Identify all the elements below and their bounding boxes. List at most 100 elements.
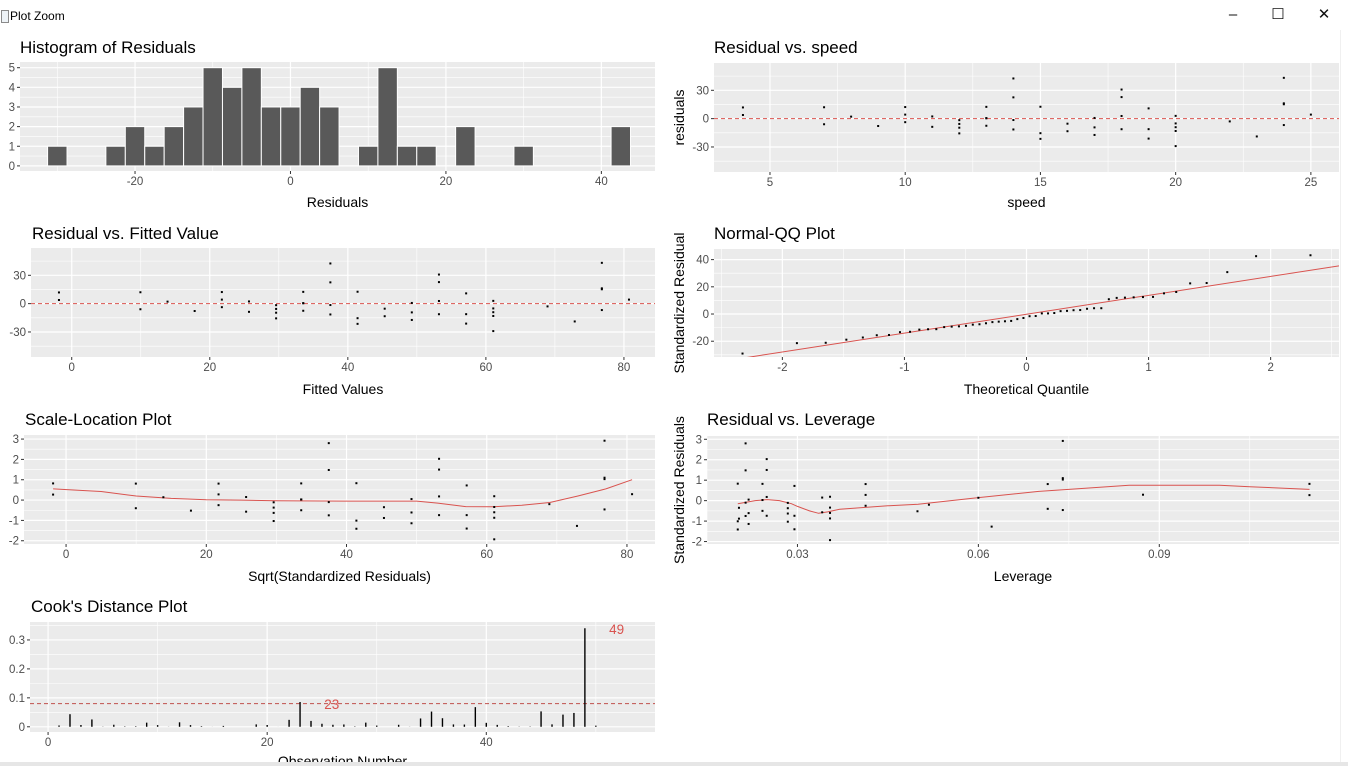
data-point: [302, 309, 305, 312]
data-point: [927, 328, 930, 331]
histogram-bar: [144, 145, 165, 167]
y-axis-title: Standardized Residual: [671, 233, 687, 374]
x-tick-label: -20: [127, 176, 144, 188]
data-point: [829, 506, 832, 509]
data-point: [864, 493, 867, 496]
x-tick-label: 2: [1267, 362, 1273, 374]
horizontal-scrollbar[interactable]: [0, 762, 1348, 766]
window-titlebar: Plot Zoom – ☐ ✕: [0, 0, 1348, 30]
data-point: [410, 311, 413, 314]
data-point: [382, 506, 385, 509]
data-point: [410, 511, 413, 514]
data-point: [829, 539, 832, 542]
data-point: [603, 439, 606, 442]
data-point: [845, 338, 848, 341]
data-point: [821, 496, 824, 499]
data-point: [1162, 292, 1165, 295]
data-point: [1123, 296, 1126, 299]
x-axis-title: Theoretical Quantile: [964, 381, 1090, 397]
data-point: [985, 105, 988, 108]
data-point: [1039, 105, 1042, 108]
data-point: [795, 342, 798, 345]
data-point: [1093, 133, 1096, 136]
data-point: [1016, 318, 1019, 321]
histogram-bar: [319, 106, 340, 167]
data-point: [329, 313, 332, 316]
data-point: [575, 524, 578, 527]
data-point: [465, 484, 468, 487]
data-point: [465, 292, 468, 295]
plot-marks: [714, 76, 1339, 148]
data-point: [1039, 137, 1042, 140]
maximize-button[interactable]: ☐: [1271, 6, 1285, 23]
data-point: [1022, 317, 1025, 320]
plot-marks: [30, 628, 655, 727]
histogram-bar: [47, 145, 68, 167]
data-point: [904, 113, 907, 116]
data-point: [193, 310, 196, 313]
data-point: [747, 522, 750, 525]
data-point: [1100, 307, 1103, 310]
data-point: [134, 507, 137, 510]
data-point: [355, 519, 358, 522]
data-point: [737, 506, 740, 509]
data-point: [410, 318, 413, 321]
data-point: [275, 307, 278, 310]
x-tick-label: 15: [1034, 177, 1047, 189]
data-point: [1053, 312, 1056, 315]
data-point: [465, 514, 468, 517]
data-point: [958, 119, 961, 122]
chart-title: Normal-QQ Plot: [714, 224, 835, 243]
data-point: [465, 313, 468, 316]
plot-marks: [31, 261, 655, 333]
smooth-curve: [53, 479, 633, 508]
data-point: [1174, 129, 1177, 132]
data-point: [247, 300, 250, 303]
window-border: [1340, 30, 1341, 762]
y-tick-label: 0.2: [9, 664, 25, 676]
data-point: [492, 330, 495, 333]
data-point: [1003, 320, 1006, 323]
chart-title: Histogram of Residuals: [20, 38, 196, 57]
data-point: [765, 468, 768, 471]
data-point: [997, 320, 1000, 323]
y-tick-label: 0: [696, 496, 702, 508]
close-button[interactable]: ✕: [1317, 6, 1331, 23]
data-point: [824, 341, 827, 344]
data-point: [964, 324, 967, 327]
data-point: [217, 504, 220, 507]
x-axis-title: Leverage: [994, 568, 1053, 584]
data-point: [958, 122, 961, 125]
y-tick-label: -2: [9, 536, 19, 548]
data-point: [272, 501, 275, 504]
histogram-bar: [105, 145, 126, 167]
normal-qq-chart: -2 -1 0 1 2 -20 0 20 40 Normal-QQ Plot Theoretical…: [671, 224, 1339, 397]
x-tick-label: 0: [63, 549, 69, 561]
data-point: [1061, 477, 1064, 480]
data-point: [1255, 135, 1258, 138]
x-tick-label: 80: [621, 549, 634, 561]
y-tick-label: 0.3: [9, 635, 25, 647]
data-point: [761, 499, 764, 502]
data-point: [327, 442, 330, 445]
data-point: [793, 484, 796, 487]
histogram-bar: [183, 106, 204, 167]
data-point: [1152, 295, 1155, 298]
y-tick-label: 5: [9, 63, 15, 75]
x-tick-label: 1: [1145, 362, 1151, 374]
residual-vs-leverage-chart: 0.03 0.06 0.09 -2 -1 0 1 2 3 Residual vs. Leverag…: [671, 410, 1339, 584]
data-point: [1308, 482, 1311, 485]
data-point: [1115, 296, 1118, 299]
histogram-bar: [163, 126, 185, 167]
data-point: [492, 314, 495, 317]
data-point: [1086, 307, 1089, 310]
data-point: [1228, 120, 1231, 123]
data-point: [465, 322, 468, 325]
x-tick-label: 0: [287, 176, 293, 188]
data-point: [1141, 296, 1144, 299]
data-point: [829, 511, 832, 514]
data-point: [1039, 132, 1042, 135]
data-point: [1175, 290, 1178, 293]
minimize-button[interactable]: –: [1228, 6, 1238, 23]
histogram-bar: [280, 106, 301, 167]
